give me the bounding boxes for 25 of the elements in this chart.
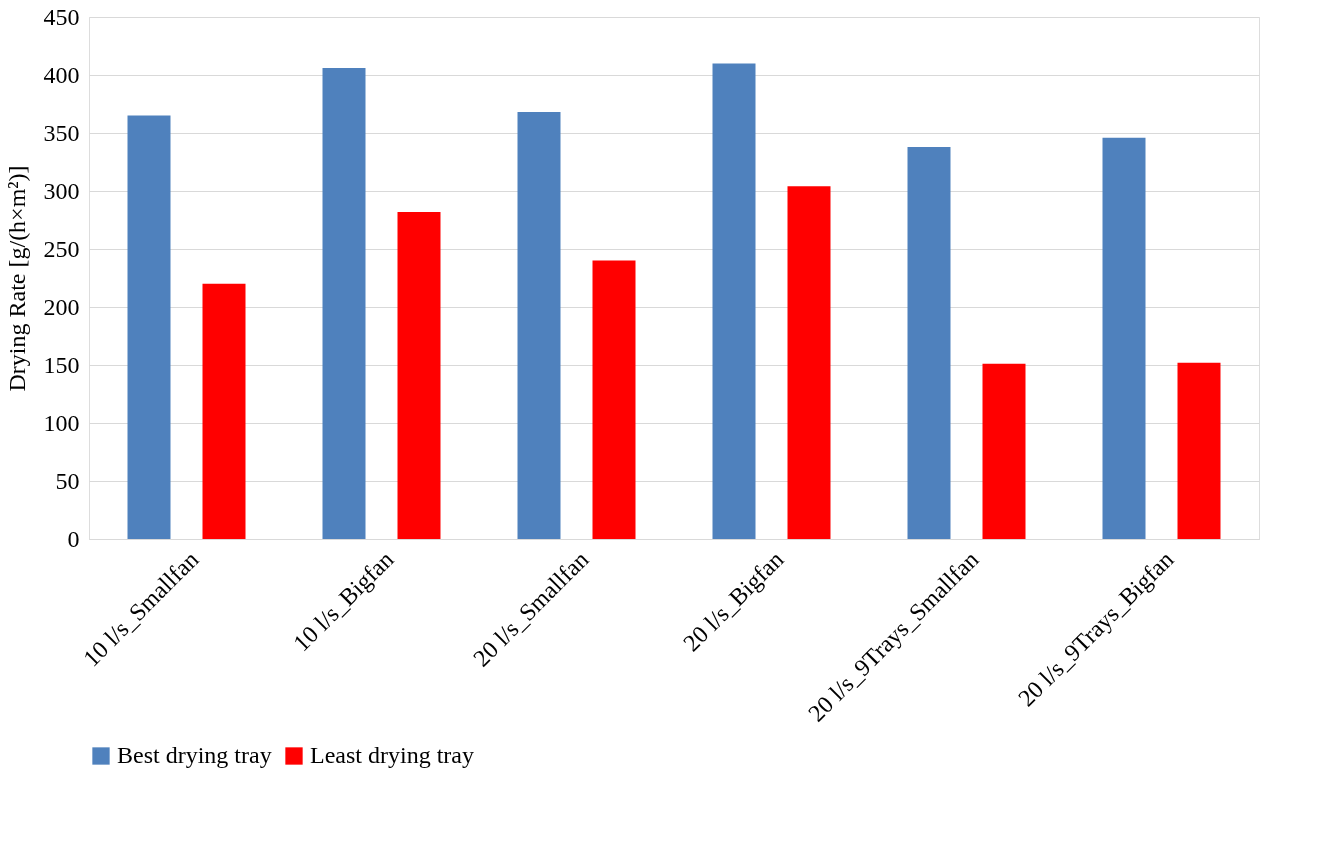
- y-tick-label: 400: [43, 61, 80, 88]
- bar: [787, 186, 831, 539]
- bar: [517, 112, 561, 539]
- y-tick-label: 200: [43, 293, 80, 320]
- bar: [397, 211, 441, 539]
- bar: [982, 363, 1026, 539]
- y-tick-label: 0: [67, 525, 80, 552]
- legend-label: Least drying tray: [310, 742, 474, 768]
- y-tick-label: 100: [43, 409, 80, 436]
- y-tick-label: 250: [43, 235, 80, 262]
- y-tick-label: 150: [43, 351, 80, 378]
- y-axis-title: Drying Rate [g/(h×m²)]: [3, 165, 30, 392]
- bar: [592, 260, 636, 539]
- bar: [1177, 362, 1221, 539]
- y-tick-label: 300: [43, 177, 80, 204]
- bar: [907, 146, 951, 539]
- y-tick-label: 450: [43, 3, 80, 30]
- bar: [202, 283, 246, 539]
- y-tick-label: 50: [55, 467, 80, 494]
- bar: [127, 115, 171, 539]
- bar: [322, 68, 366, 539]
- legend-label: Best drying tray: [117, 742, 272, 768]
- bar: [1102, 137, 1146, 539]
- y-tick-label: 350: [43, 119, 80, 146]
- bar: [712, 63, 756, 539]
